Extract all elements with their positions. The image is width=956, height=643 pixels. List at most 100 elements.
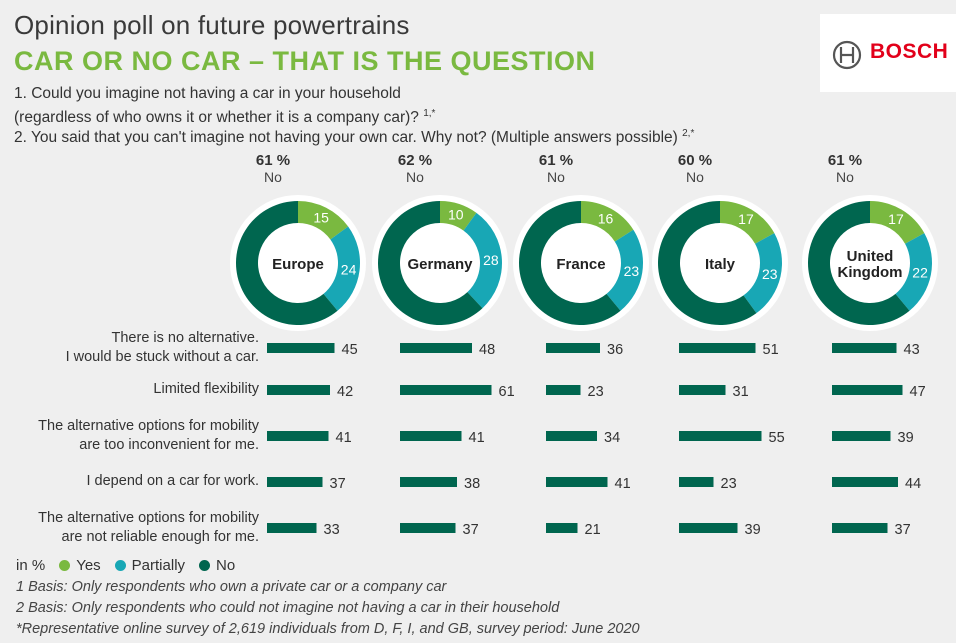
donut-slice-label-partially: 23 — [762, 266, 778, 282]
bar-value-label: 37 — [463, 522, 479, 538]
donut-slice-label-yes: 10 — [448, 206, 464, 222]
donut-no-percent: 61 % — [827, 152, 863, 169]
donut-slice-no — [657, 200, 757, 326]
bar-value-label: 36 — [607, 342, 623, 358]
bar-3-4 — [832, 477, 898, 487]
donut-slice-yes — [298, 201, 349, 240]
footnote-1: 1 Basis: Only respondents who own a priv… — [16, 579, 447, 595]
footnote-2: 2 Basis: Only respondents who could not … — [16, 600, 560, 616]
bar-0-4 — [832, 343, 897, 353]
donut-no-percent: 61 % — [538, 152, 574, 169]
bar-0-2 — [546, 343, 600, 353]
donut-slice-label-yes: 17 — [888, 211, 904, 227]
bar-0-1 — [400, 343, 472, 353]
bar-value-label: 31 — [733, 384, 749, 400]
bar-value-label: 37 — [895, 522, 911, 538]
bar-2-1 — [400, 431, 462, 441]
question-2: 2. You said that you can't imagine not h… — [14, 124, 694, 148]
question-1-line-1: 1. Could you imagine not having a car in… — [14, 85, 401, 102]
bar-0-3 — [679, 343, 756, 353]
donut-slice-partially — [606, 229, 643, 311]
bar-value-label: 34 — [604, 430, 620, 446]
bar-value-label: 45 — [342, 342, 358, 358]
bar-1-0 — [267, 385, 330, 395]
donut-italy: 17 23 Italy — [652, 195, 788, 331]
bar-value-label: 43 — [904, 342, 920, 358]
bar-1-4 — [832, 385, 903, 395]
donut-slice-label-partially: 28 — [483, 252, 499, 268]
reason-label: There is no alternative. I would be stuck… — [0, 329, 259, 367]
bosch-logo-text: BOSCH — [870, 40, 949, 63]
bar-1-1 — [400, 385, 492, 395]
bar-value-label: 55 — [769, 430, 785, 446]
bar-3-0 — [267, 477, 323, 487]
donut-slice-label-yes: 15 — [313, 210, 329, 226]
chart-subtitle: CAR OR NO CAR – THAT IS THE QUESTION — [14, 46, 596, 76]
bar-1-2 — [546, 385, 581, 395]
donut-slice-no — [235, 200, 338, 325]
legend-yes-label: Yes — [76, 557, 101, 574]
donut-no-percent: 60 % — [677, 152, 713, 169]
reason-label: The alternative options for mobility are … — [0, 417, 259, 455]
bar-value-label: 21 — [585, 522, 601, 538]
donut-no-label: No — [686, 169, 704, 185]
donut-no-label: No — [836, 169, 854, 185]
reason-label-line-2: I would be stuck without a car. — [65, 349, 259, 365]
reason-label: Limited flexibility — [0, 380, 259, 399]
legend-no-label: No — [216, 557, 236, 574]
bar-value-label: 48 — [479, 342, 495, 358]
bar-2-0 — [267, 431, 329, 441]
bar-value-label: 33 — [324, 522, 340, 538]
bar-1-3 — [679, 385, 726, 395]
reason-label-line-1: There is no alternative. — [111, 330, 260, 346]
bar-2-3 — [679, 431, 762, 441]
bar-value-label: 42 — [337, 384, 353, 400]
donut-slice-partially — [463, 212, 502, 309]
legend-yes-swatch — [59, 560, 71, 571]
donut-slice-label-partially: 22 — [912, 265, 928, 281]
donut-slice-yes — [870, 201, 925, 244]
bar-2-2 — [546, 431, 597, 441]
bar-3-2 — [546, 477, 608, 487]
bar-3-3 — [679, 477, 714, 487]
reason-label-line-2: are too inconvenient for me. — [79, 437, 259, 453]
donut-region-label: Italy — [705, 256, 736, 273]
donut-slice-partially — [743, 233, 782, 314]
donut-france: 16 23 France — [513, 195, 649, 331]
footnote-3: *Representative online survey of 2,619 i… — [16, 621, 640, 637]
bar-value-label: 41 — [615, 476, 631, 492]
bar-4-0 — [267, 523, 317, 533]
bar-value-label: 39 — [745, 522, 761, 538]
donut-united-kingdom: 17 22 United Kingdom — [802, 195, 938, 331]
question-1-footnote-ref: 1,* — [423, 108, 436, 119]
donut-no-label: No — [406, 169, 424, 185]
legend-partially-swatch — [114, 560, 126, 571]
bar-value-label: 39 — [898, 430, 914, 446]
donut-region-label: France — [556, 256, 605, 273]
bosch-logo: BOSCH — [820, 14, 956, 92]
bar-value-label: 23 — [721, 476, 737, 492]
donut-slice-label-partially: 24 — [341, 261, 357, 277]
donut-germany: 10 28 Germany — [372, 195, 508, 331]
legend-partially-label: Partially — [131, 557, 186, 574]
donut-slice-no — [807, 200, 910, 325]
donut-slice-partially — [323, 226, 360, 311]
bar-value-label: 41 — [336, 430, 352, 446]
bar-4-4 — [832, 523, 888, 533]
donut-slice-no — [519, 201, 621, 325]
legend-no-swatch — [199, 560, 211, 571]
bar-value-label: 41 — [469, 430, 485, 446]
donut-no-percent: 62 % — [397, 152, 433, 169]
donut-slice-label-yes: 16 — [598, 210, 614, 226]
bar-3-1 — [400, 477, 457, 487]
bar-2-4 — [832, 431, 891, 441]
legend-unit: in % — [16, 557, 46, 574]
bar-4-2 — [546, 523, 578, 533]
donut-europe: 15 24 Europe — [230, 195, 366, 331]
donut-slice-no — [377, 200, 483, 325]
bar-value-label: 44 — [905, 476, 921, 492]
reason-label-line-1: I depend on a car for work. — [86, 473, 260, 489]
reason-label: The alternative options for mobility are … — [0, 509, 259, 547]
donut-no-percent: 61 % — [255, 152, 291, 169]
